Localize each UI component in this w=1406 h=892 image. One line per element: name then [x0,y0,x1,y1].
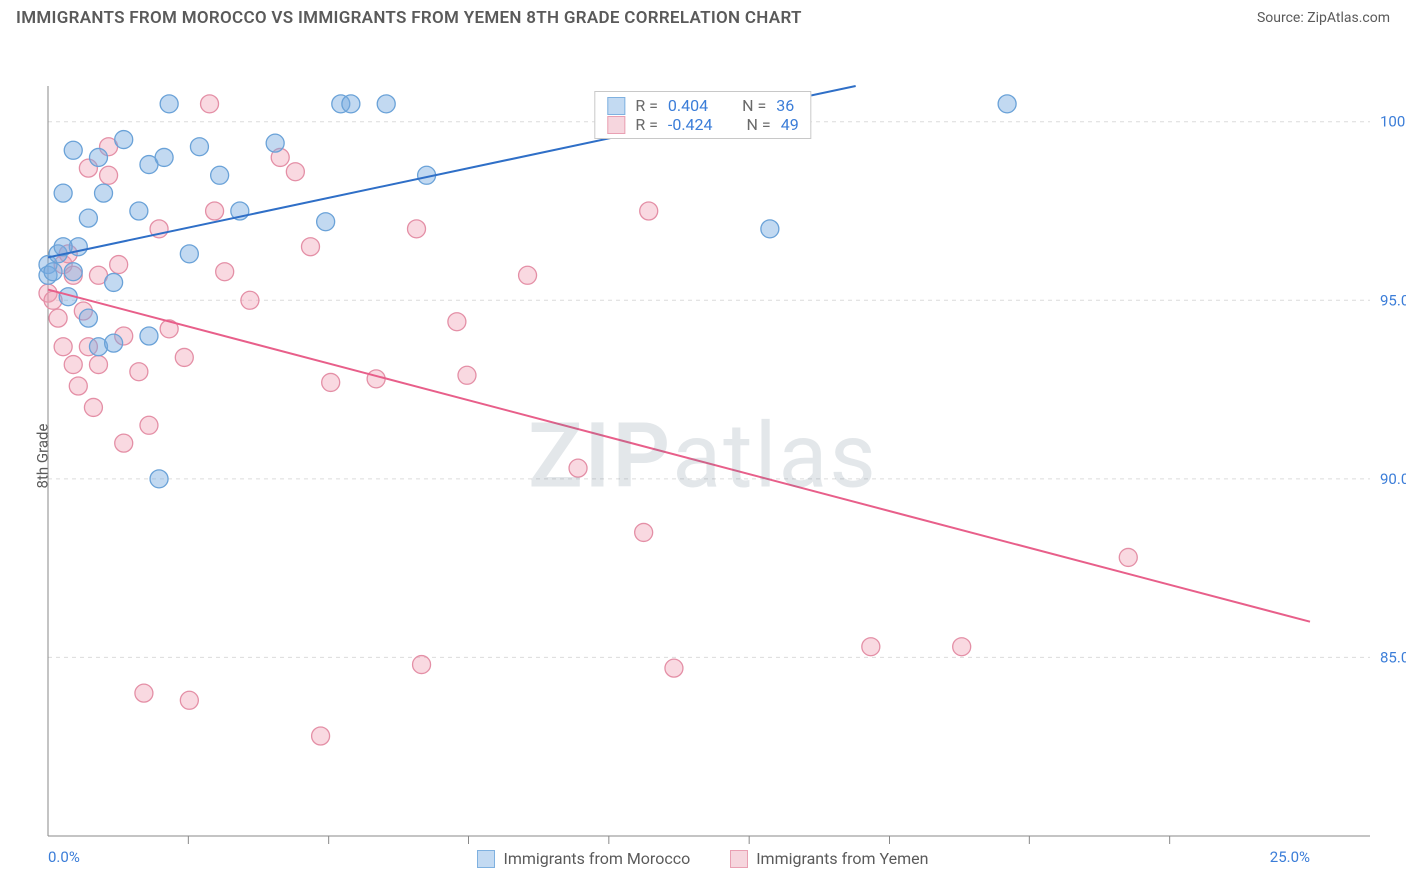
legend-swatch [730,850,748,868]
data-point [286,163,304,181]
data-point [79,209,97,227]
data-point [100,166,118,184]
data-point [317,213,335,231]
data-point [301,238,319,256]
series-legend: Immigrants from Morocco Immigrants from Y… [0,849,1406,868]
data-point [105,334,123,352]
source-prefix: Source: [1257,10,1304,26]
r-value: 0.404 [668,96,708,115]
scatter-plot-svg: 85.0%90.0%95.0%100.0%0.0%25.0% [0,36,1406,876]
legend-swatch [607,116,625,134]
data-point [95,184,113,202]
data-point [211,166,229,184]
data-point [64,356,82,374]
data-point [216,263,234,281]
r-value: -0.424 [668,115,713,134]
n-label: N = [747,115,771,134]
data-point [180,691,198,709]
data-point [130,363,148,381]
source-label: Source: ZipAtlas.com [1257,10,1390,26]
data-point [64,263,82,281]
data-point [54,184,72,202]
data-point [1119,548,1137,566]
data-point [322,373,340,391]
y-tick-label: 85.0% [1380,648,1406,666]
data-point [413,656,431,674]
data-point [130,202,148,220]
data-point [115,434,133,452]
data-point [635,523,653,541]
data-point [408,220,426,238]
data-point [64,141,82,159]
legend-stat-row: R = -0.424 N = 49 [607,115,798,134]
legend-label: Immigrants from Yemen [756,849,928,868]
data-point [519,266,537,284]
data-point [115,131,133,149]
data-point [175,348,193,366]
data-point [342,95,360,113]
y-tick-label: 95.0% [1380,291,1406,309]
data-point [266,134,284,152]
data-point [89,148,107,166]
data-point [665,659,683,677]
y-tick-label: 90.0% [1380,470,1406,488]
n-value: 49 [781,115,799,134]
legend-swatch [477,850,495,868]
chart-area: 8th Grade ZIPatlas 85.0%90.0%95.0%100.0%… [0,36,1406,876]
trend-line [48,290,1310,622]
data-point [998,95,1016,113]
source-link[interactable]: ZipAtlas.com [1307,10,1390,26]
data-point [458,366,476,384]
data-point [44,263,62,281]
legend-stat-row: R = 0.404 N = 36 [607,96,798,115]
data-point [241,291,259,309]
data-point [140,327,158,345]
legend-swatch [607,97,625,115]
data-point [89,356,107,374]
data-point [69,377,87,395]
chart-title: IMMIGRANTS FROM MOROCCO VS IMMIGRANTS FR… [16,8,802,28]
legend-item: Immigrants from Yemen [730,849,928,868]
data-point [84,398,102,416]
y-axis-label: 8th Grade [33,424,51,489]
data-point [150,470,168,488]
data-point [640,202,658,220]
data-point [54,338,72,356]
correlation-legend-box: R = 0.404 N = 36 R = -0.424 N = 49 [594,91,811,139]
data-point [206,202,224,220]
data-point [377,95,395,113]
data-point [155,148,173,166]
header: IMMIGRANTS FROM MOROCCO VS IMMIGRANTS FR… [0,0,1406,36]
data-point [761,220,779,238]
data-point [569,459,587,477]
data-point [367,370,385,388]
data-point [105,273,123,291]
data-point [140,416,158,434]
legend-item: Immigrants from Morocco [477,849,690,868]
data-point [312,727,330,745]
data-point [160,95,178,113]
data-point [190,138,208,156]
data-point [201,95,219,113]
data-point [953,638,971,656]
legend-label: Immigrants from Morocco [503,849,690,868]
r-label: R = [635,115,658,134]
n-label: N = [742,96,766,115]
data-point [180,245,198,263]
data-point [79,309,97,327]
n-value: 36 [776,96,794,115]
r-label: R = [635,96,658,115]
data-point [135,684,153,702]
data-point [862,638,880,656]
y-tick-label: 100.0% [1380,113,1406,131]
data-point [110,256,128,274]
data-point [49,309,67,327]
data-point [448,313,466,331]
